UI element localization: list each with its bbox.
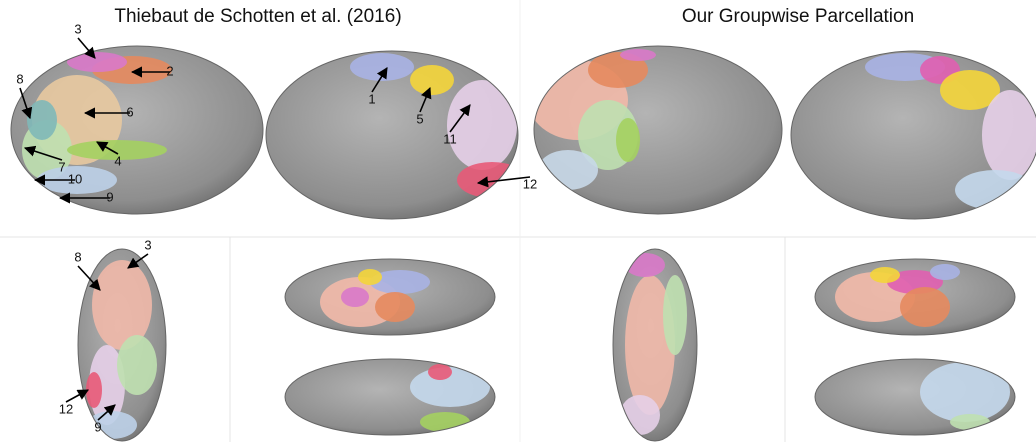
parcel	[341, 287, 369, 307]
region-label: 1	[368, 91, 375, 106]
region-label: 12	[523, 176, 537, 191]
arrow	[449, 104, 471, 133]
parcel	[457, 162, 518, 198]
region-label: 2	[166, 63, 173, 78]
brain-shade	[284, 258, 496, 336]
region-label: 12	[59, 401, 73, 416]
region-label: 3	[74, 21, 81, 36]
region-label: 10	[68, 171, 82, 186]
parcel	[410, 367, 490, 407]
parcel	[358, 269, 382, 285]
parcels	[835, 264, 960, 327]
brain-shade	[77, 248, 167, 442]
region-label: 8	[16, 71, 23, 86]
brain-shade	[284, 358, 496, 436]
parcel	[37, 166, 117, 194]
parcel	[930, 264, 960, 280]
parcel	[117, 335, 157, 395]
brain-shade	[10, 45, 264, 215]
region-label: 3	[144, 237, 151, 252]
region-label: 4	[114, 153, 121, 168]
parcels	[620, 253, 687, 435]
parcels	[22, 52, 172, 194]
parcel	[86, 372, 102, 408]
arrow	[476, 176, 531, 188]
region-label: 7	[58, 159, 65, 174]
parcel	[375, 292, 415, 322]
brain-shade	[814, 358, 1016, 436]
parcel	[27, 100, 57, 140]
parcel	[625, 275, 675, 415]
parcel	[67, 140, 167, 160]
region-label: 6	[126, 104, 133, 119]
region-label: 11	[443, 131, 457, 146]
region-label: 8	[74, 249, 81, 264]
brain-shade	[533, 45, 783, 215]
parcel	[588, 52, 648, 88]
annotations: 3 2 8 6 7 4 10 9 1 5 11 12 8 3 12 9	[16, 21, 537, 434]
parcel	[620, 49, 656, 61]
parcels	[410, 364, 490, 432]
brain-shade	[814, 258, 1016, 336]
parcel	[410, 65, 454, 95]
arrow	[23, 145, 63, 161]
arrow	[77, 265, 101, 291]
panel-title: Thiebaut de Schotten et al. (2016)	[114, 6, 401, 27]
parcel	[350, 53, 414, 81]
parcel	[870, 267, 900, 283]
parcel	[982, 90, 1036, 180]
arrow	[77, 37, 96, 59]
brain-shade	[790, 50, 1036, 220]
parcels	[865, 53, 1036, 210]
arrow	[19, 87, 33, 120]
parcel	[900, 287, 950, 327]
parcels	[320, 269, 430, 327]
brain-shade	[265, 50, 519, 220]
parcel	[920, 362, 1010, 422]
parcel	[92, 260, 152, 350]
region-label: 9	[94, 419, 101, 434]
arrow	[96, 141, 119, 155]
panel-title: Our Groupwise Parcellation	[682, 6, 914, 27]
parcel	[370, 270, 430, 294]
brain	[266, 51, 518, 219]
parcel	[428, 364, 452, 380]
parcel	[663, 275, 687, 355]
arrow	[65, 389, 89, 403]
parcel	[950, 414, 990, 430]
parcel	[447, 80, 517, 170]
parcel	[67, 52, 127, 72]
arrow	[97, 404, 116, 421]
region-label: 5	[416, 111, 423, 126]
brain-renders	[10, 45, 1036, 442]
parcel	[616, 118, 640, 162]
arrow	[419, 86, 432, 113]
region-label: 9	[106, 189, 113, 204]
parcel	[538, 150, 598, 190]
parcel	[625, 253, 665, 277]
arrow	[127, 253, 149, 269]
arrow	[371, 67, 388, 93]
parcel	[940, 70, 1000, 110]
brain-shade	[612, 248, 698, 442]
